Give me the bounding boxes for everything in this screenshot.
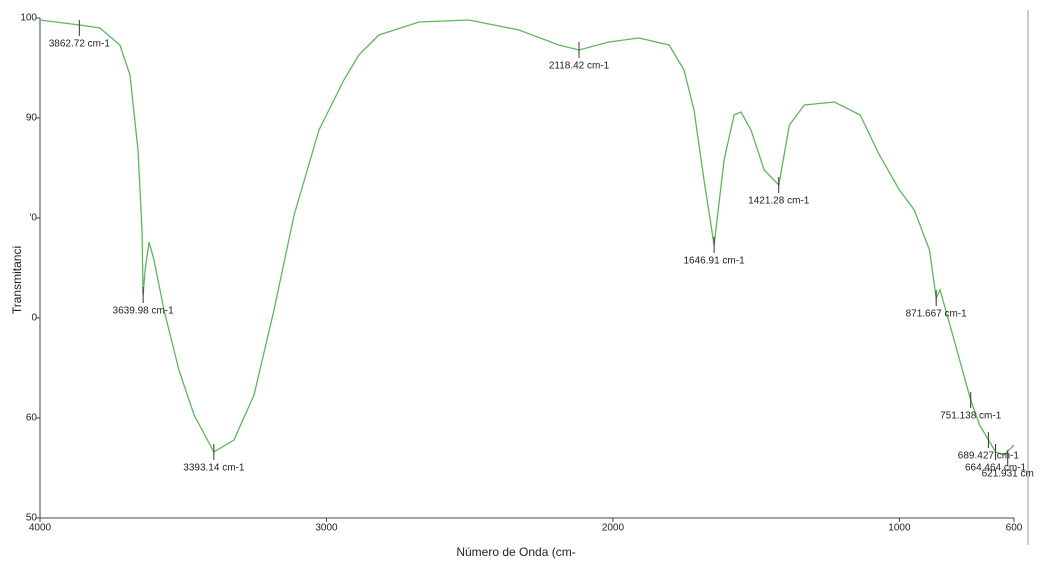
spectrum-line: [39, 19, 1015, 456]
peak-label: 1646.91 cm-1: [684, 256, 746, 267]
peak-label: 621.931 cm: [982, 469, 1034, 480]
peak-label: 871.667 cm-1: [906, 309, 968, 320]
peak-label: 3862.72 cm-1: [49, 39, 111, 50]
y-tick-label: 100: [20, 13, 37, 24]
y-tick-label: 90: [26, 113, 38, 124]
peak-label: 689.427 cm-1: [958, 451, 1020, 462]
x-tick-label: 2000: [602, 523, 625, 534]
peak-label: 3393.14 cm-1: [183, 463, 245, 474]
peak-label: 664.464 cm-1: [965, 463, 1027, 474]
x-tick-label: 1000: [888, 523, 911, 534]
peak-label: 2118.42 cm-1: [549, 61, 610, 72]
y-tick-label: 60: [26, 413, 38, 424]
peak-label: 751.138 cm-1: [940, 411, 1002, 422]
peak-label: 3639.98 cm-1: [113, 306, 175, 317]
x-tick-label: 600: [1006, 523, 1023, 534]
x-tick-label: 3000: [315, 523, 338, 534]
y-tick-label: '0: [30, 213, 38, 224]
y-axis-label: Transmitanci: [10, 246, 24, 314]
x-axis-label: Número de Onda (cm-: [456, 545, 575, 559]
y-tick-label: 0: [31, 313, 37, 324]
x-tick-label: 4000: [29, 523, 52, 534]
peak-label: 1421.28 cm-1: [748, 196, 810, 207]
y-tick-label: 50: [26, 513, 38, 524]
